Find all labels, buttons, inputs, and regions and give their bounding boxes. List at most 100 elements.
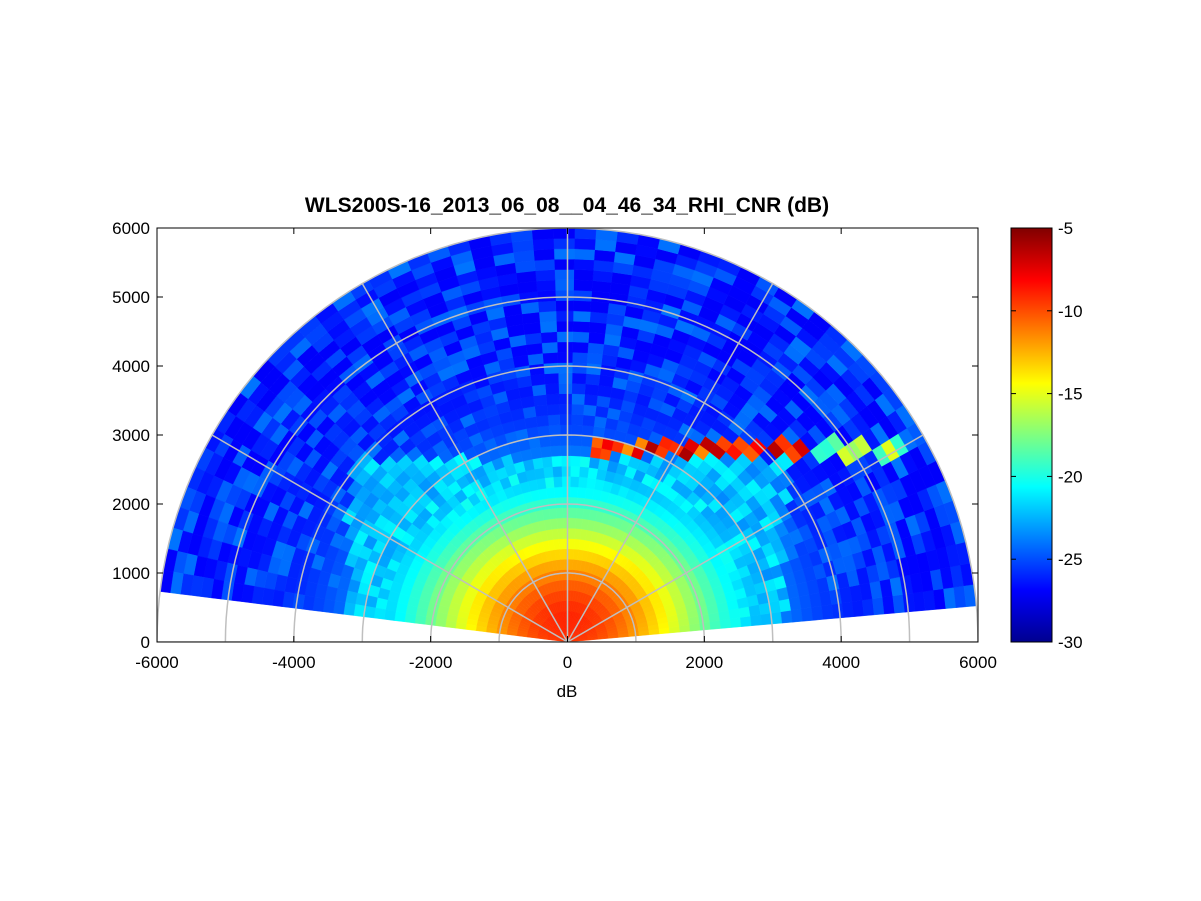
cnr-cell: [594, 405, 609, 419]
cnr-cell: [534, 404, 549, 417]
cnr-cell: [540, 331, 558, 344]
cnr-cell: [569, 527, 576, 540]
y-axis: 0 1000 2000 3000 4000 5000 6000: [112, 219, 978, 652]
cnr-cell: [592, 270, 613, 283]
y-tick-label: 3000: [112, 426, 150, 445]
cnr-field: [159, 228, 977, 642]
cnr-cell: [588, 332, 606, 345]
y-tick-label: 4000: [112, 357, 150, 376]
cnr-cell: [572, 351, 588, 364]
cnr-cell: [569, 496, 578, 509]
cnr-cell: [414, 614, 427, 625]
x-tick-label: 2000: [685, 653, 723, 672]
cnr-cell: [580, 435, 593, 448]
cnr-cell: [578, 466, 590, 478]
cnr-cell: [552, 476, 563, 488]
cnr-cell: [554, 496, 564, 509]
cnr-cell: [545, 393, 560, 406]
cnr-cell: [585, 362, 602, 376]
angle-spoke: [211, 434, 568, 642]
cnr-cell: [524, 332, 542, 346]
cnr-cell: [841, 601, 855, 618]
cnr-cell: [544, 383, 560, 395]
cnr-cell: [591, 280, 612, 293]
x-axis: -6000 -4000 -2000 0 2000 4000 6000: [135, 228, 997, 672]
cnr-cell: [424, 616, 437, 626]
cnr-cell: [561, 486, 571, 498]
cnr-cell: [568, 569, 573, 581]
cnr-cell: [531, 383, 547, 397]
cnr-cell: [811, 605, 824, 621]
cnr-cell: [571, 372, 587, 385]
cnr-cell: [851, 599, 865, 617]
cnr-cell: [586, 352, 603, 365]
cnr-cell: [575, 507, 585, 519]
polar-grid: [157, 228, 978, 642]
cnr-cell: [588, 456, 600, 469]
angle-spoke: [361, 283, 569, 642]
cnr-cell: [533, 248, 555, 261]
cnr-cell: [572, 341, 589, 354]
cnr-cell: [790, 608, 803, 623]
cnr-cell: [550, 445, 562, 457]
colorbar-tick-label: -30: [1058, 633, 1083, 652]
y-tick-label: 0: [141, 633, 150, 652]
cnr-cell: [332, 600, 346, 615]
cnr-cell: [589, 446, 602, 459]
cnr-cell: [554, 269, 575, 281]
cnr-cell: [568, 579, 573, 591]
cnr-cell: [568, 548, 575, 560]
cnr-cell: [530, 373, 546, 387]
cnr-cell: [552, 465, 563, 478]
y-tick-label: 6000: [112, 219, 150, 238]
cnr-cell: [560, 445, 572, 457]
cnr-cell: [552, 228, 575, 239]
cnr-cell: [580, 445, 592, 458]
cnr-cell: [572, 300, 592, 312]
cnr-cell: [570, 445, 582, 457]
cnr-cell: [572, 331, 590, 343]
angle-spoke: [567, 434, 924, 642]
cnr-cell: [559, 424, 572, 436]
cnr-cell: [556, 517, 564, 529]
cnr-cell: [588, 321, 607, 335]
cnr-cell: [576, 497, 586, 509]
x-tick-label: -6000: [135, 653, 178, 672]
cnr-cell: [557, 362, 573, 374]
cnr-cell: [570, 434, 583, 447]
cnr-cell: [573, 289, 593, 302]
cnr-cell: [555, 300, 574, 312]
cnr-cell: [583, 497, 593, 510]
cnr-cell: [557, 372, 573, 384]
cnr-cell: [538, 310, 557, 323]
cnr-cell: [532, 238, 555, 251]
cnr-cell: [569, 517, 577, 529]
cnr-cell: [719, 618, 732, 629]
cnr-cell: [551, 455, 562, 467]
cnr-cell: [556, 331, 574, 343]
x-tick-label: 4000: [822, 653, 860, 672]
cnr-cell: [569, 486, 579, 498]
cnr-cell: [585, 373, 601, 386]
cnr-cell: [583, 393, 598, 406]
cnr-cell: [573, 538, 581, 550]
cnr-cell: [570, 424, 583, 436]
x-tick-label: -2000: [409, 653, 452, 672]
cnr-cell: [573, 258, 595, 271]
cnr-cell: [577, 476, 588, 489]
cnr-cell: [593, 249, 616, 263]
cnr-cell: [562, 507, 571, 519]
cnr-cell: [579, 455, 591, 468]
cnr-cell: [540, 445, 552, 458]
cnr-cell: [562, 496, 571, 508]
cnr-cell: [542, 352, 559, 364]
cnr-cell: [572, 310, 591, 323]
y-tick-label: 2000: [112, 495, 150, 514]
cnr-cell: [740, 615, 752, 627]
cnr-cell: [558, 393, 573, 405]
cnr-cell: [553, 486, 563, 498]
cnr-cell: [582, 404, 597, 417]
cnr-cell: [553, 258, 575, 270]
x-tick-label: -4000: [272, 653, 315, 672]
